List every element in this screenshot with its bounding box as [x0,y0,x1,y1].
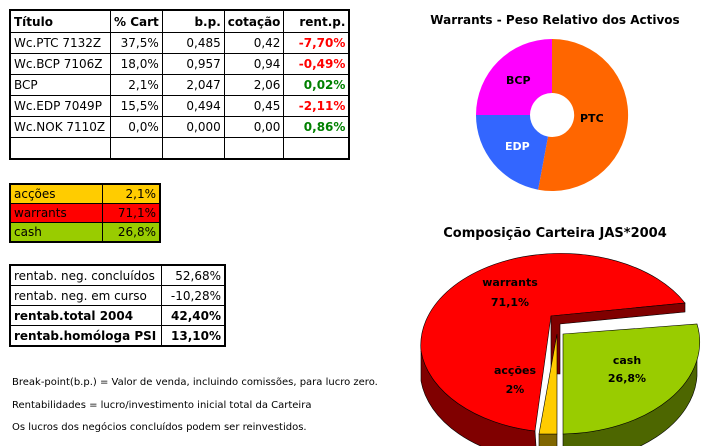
cell-cotacao: 0,00 [223,116,285,138]
cell-bp: 0,000 [161,116,225,138]
donut-label-bcp: BCP [506,74,531,87]
cell-cotacao: 0,45 [223,95,285,117]
donut-label-ptc: PTC [580,112,604,125]
returns-value: 13,10% [161,325,226,347]
pie3d-chart-title: Composição Carteira JAS*2004 [443,226,667,241]
allocation-label: acções [9,183,103,204]
allocation-row-accoes: acções 2,1% [9,183,161,204]
cell-cart: 2,1% [110,74,163,96]
cell-rent: -7,70% [283,32,350,54]
allocation-label: cash [9,222,103,243]
returns-row: rentab.homóloga PSI 13,10% [9,325,226,347]
cell-titulo: Wc.BCP 7106Z [9,53,111,75]
cell-cart: 37,5% [110,32,163,54]
header-bp: b.p. [161,9,225,33]
note-lucros: Os lucros dos negócios concluídos podem … [12,422,307,433]
allocation-value: 71,1% [102,203,161,223]
cell-rent: -0,49% [283,53,350,75]
cell-cotacao: 0,94 [223,53,285,75]
note-rentabilidades: Rentabilidades = lucro/investimento inic… [12,400,312,411]
table-row: Wc.NOK 7110Z 0,0% 0,000 0,00 0,86% [9,116,350,138]
allocation-value: 26,8% [102,222,161,243]
cell-titulo: Wc.EDP 7049P [9,95,111,117]
cell-empty [161,137,225,160]
pie3d-cash-top [562,323,701,435]
pie3d-label-warrants-pct: 71,1% [491,296,529,309]
cell-cotacao: 0,42 [223,32,285,54]
cell-rent: 0,86% [283,116,350,138]
donut-chart: PTC EDP BCP [476,38,629,191]
returns-label: rentab. neg. concluídos [9,264,162,286]
donut-slice-ptc [538,38,629,191]
allocation-row-cash: cash 26,8% [9,222,161,243]
allocation-table: acções 2,1% warrants 71,1% cash 26,8% [9,183,161,243]
donut-chart-title: Warrants - Peso Relativo dos Activos [430,13,680,27]
returns-value: 52,68% [161,264,226,286]
allocation-row-warrants: warrants 71,1% [9,203,161,223]
cell-bp: 0,957 [161,53,225,75]
returns-row: rentab.total 2004 42,40% [9,305,226,326]
table-row: Wc.BCP 7106Z 18,0% 0,957 0,94 -0,49% [9,53,350,75]
pie3d-label-cash: cash [613,354,641,367]
pie3d-warrants-top [420,253,686,432]
table-header-row: Título % Cart b.p. cotação rent.p. [9,9,350,33]
cell-rent: -2,11% [283,95,350,117]
returns-label: rentab.total 2004 [9,305,162,326]
cell-empty [223,137,285,160]
returns-row: rentab. neg. concluídos 52,68% [9,264,226,286]
cell-bp: 0,494 [161,95,225,117]
pie3d-label-cash-pct: 26,8% [608,372,646,385]
pie3d-accoes-top [538,333,558,435]
cell-cart: 0,0% [110,116,163,138]
cell-rent: 0,02% [283,74,350,96]
note-breakpoint: Break-point(b.p.) = Valor de venda, incl… [12,377,378,388]
header-titulo: Título [9,9,111,33]
cell-cart: 15,5% [110,95,163,117]
pie3d-label-accoes-pct: 2% [506,383,525,396]
returns-value: -10,28% [161,285,226,306]
cell-titulo: Wc.PTC 7132Z [9,32,111,54]
table-row-empty [9,137,350,160]
allocation-value: 2,1% [102,183,161,204]
cell-empty [9,137,111,160]
table-row: BCP 2,1% 2,047 2,06 0,02% [9,74,350,96]
pie3d-accoes-side [538,433,558,446]
pie3d-chart: warrants 71,1% acções 2% cash 26,8% [420,253,701,446]
returns-table: rentab. neg. concluídos 52,68% rentab. n… [9,264,226,347]
cell-cart: 18,0% [110,53,163,75]
header-cart: % Cart [110,9,163,33]
cell-empty [283,137,350,160]
returns-label: rentab. neg. em curso [9,285,162,306]
pie3d-label-accoes: acções [494,364,536,377]
cell-empty [110,137,163,160]
cell-bp: 0,485 [161,32,225,54]
header-cotacao: cotação [223,9,285,33]
cell-titulo: BCP [9,74,111,96]
table-row: Wc.PTC 7132Z 37,5% 0,485 0,42 -7,70% [9,32,350,54]
returns-row: rentab. neg. em curso -10,28% [9,285,226,306]
returns-value: 42,40% [161,305,226,326]
returns-label: rentab.homóloga PSI [9,325,162,347]
donut-slice-edp [476,115,548,190]
donut-slice-bcp [476,39,552,115]
header-rent: rent.p. [283,9,350,33]
positions-table: Título % Cart b.p. cotação rent.p. Wc.PT… [9,9,351,160]
cell-titulo: Wc.NOK 7110Z [9,116,111,138]
cell-cotacao: 2,06 [223,74,285,96]
table-row: Wc.EDP 7049P 15,5% 0,494 0,45 -2,11% [9,95,350,117]
allocation-label: warrants [9,203,103,223]
cell-bp: 2,047 [161,74,225,96]
donut-label-edp: EDP [505,140,530,153]
pie3d-label-warrants: warrants [482,276,538,289]
